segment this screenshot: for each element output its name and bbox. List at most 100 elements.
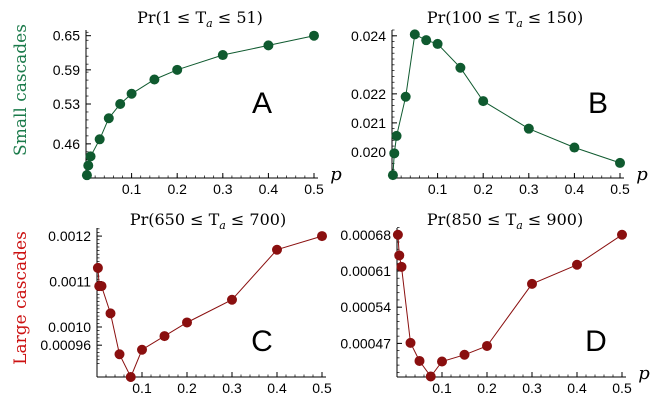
- x-tick-label: 0.5: [612, 380, 632, 396]
- title-main: Pr(1 ≤ T: [137, 8, 206, 27]
- data-point: [103, 113, 114, 124]
- x-tick-label: 0.3: [522, 380, 542, 396]
- data-point: [387, 170, 398, 181]
- data-point: [217, 50, 228, 61]
- data-point: [137, 344, 147, 355]
- y-tick-label: 0.022: [351, 86, 386, 102]
- data-point: [389, 148, 400, 159]
- title-main: Pr(850 ≤ T: [427, 210, 517, 229]
- x-tick-label: 0.1: [432, 380, 452, 396]
- data-point: [425, 371, 436, 382]
- x-tick-label: 0.5: [312, 380, 332, 396]
- data-point: [432, 38, 443, 49]
- data-point: [409, 29, 420, 40]
- panel-letter: C: [251, 325, 273, 358]
- data-point: [391, 130, 402, 141]
- panel-letter: B: [588, 87, 608, 120]
- y-tick-label: 0.53: [53, 96, 80, 112]
- panel-b: Pr(100 ≤ Ta ≤ 150) 0.020 0.021 0.022 0.024 0.…: [351, 8, 648, 197]
- x-tick-label: 0.4: [567, 380, 587, 396]
- data-point: [317, 231, 327, 242]
- data-point: [615, 157, 625, 168]
- data-point: [617, 229, 627, 240]
- x-tick-label: 0.3: [519, 181, 539, 197]
- x-tick-label: 0.1: [132, 380, 152, 396]
- data-point: [83, 160, 94, 171]
- chart-title: Pr(100 ≤ Ta ≤ 150): [427, 8, 583, 30]
- data-point: [81, 170, 92, 181]
- chart-title: Pr(650 ≤ Ta ≤ 700): [130, 210, 286, 232]
- x-axis-label: p: [636, 164, 648, 185]
- data-point: [414, 355, 425, 366]
- y-tick-label: 0.00096: [40, 337, 91, 353]
- data-point: [459, 349, 470, 360]
- y-tick-label: 0.59: [53, 62, 80, 78]
- series-line: [97, 235, 323, 379]
- data-point: [421, 35, 432, 46]
- data-point: [85, 151, 96, 162]
- data-point: [572, 259, 582, 270]
- y-tick-label: 0.65: [53, 28, 80, 44]
- series-line: [392, 33, 621, 176]
- data-point: [96, 281, 107, 292]
- x-tick-label: 0.2: [167, 181, 187, 197]
- title-subscript: a: [206, 17, 213, 30]
- title-rest: ≤ 700): [226, 210, 286, 229]
- y-tick-label: 0.46: [53, 136, 80, 152]
- y-tick-label: 0.0010: [48, 319, 91, 335]
- data-point: [400, 91, 411, 102]
- data-point: [159, 331, 170, 342]
- row-label-large-cascades: Large cascades: [11, 231, 31, 365]
- x-tick-label: 0.3: [213, 181, 233, 197]
- title-rest: ≤ 150): [523, 8, 583, 27]
- data-point: [149, 74, 160, 85]
- data-point: [272, 244, 282, 255]
- x-axis-label: p: [638, 363, 650, 384]
- panel-a: Pr(1 ≤ Ta ≤ 51) 0.46 0.53 0.59 0.65 0.1 0.2 0.3…: [53, 8, 342, 197]
- x-tick-label: 0.4: [565, 181, 585, 197]
- y-tick-label: 0.00047: [340, 335, 391, 351]
- y-tick-label: 0.00068: [340, 227, 391, 243]
- data-point: [94, 134, 105, 145]
- data-point: [394, 250, 405, 261]
- y-tick-label: 0.00054: [340, 299, 391, 315]
- data-point: [114, 349, 125, 360]
- data-point: [527, 278, 537, 289]
- x-tick-label: 0.5: [304, 181, 324, 197]
- data-point: [455, 62, 466, 73]
- y-tick-label: 0.021: [351, 115, 386, 131]
- title-rest: ≤ 51): [213, 8, 263, 27]
- x-axis-label: p: [330, 164, 342, 185]
- title-rest: ≤ 900): [523, 210, 583, 229]
- x-tick-label: 0.4: [259, 181, 279, 197]
- y-tick-label: 0.020: [351, 144, 386, 160]
- data-point: [126, 88, 137, 99]
- x-tick-label: 0.2: [177, 380, 197, 396]
- data-point: [125, 372, 136, 382]
- data-point: [569, 142, 580, 153]
- chart-title: Pr(850 ≤ Ta ≤ 900): [427, 210, 583, 232]
- data-point: [115, 99, 126, 109]
- data-point: [478, 96, 489, 107]
- data-point: [405, 337, 416, 348]
- data-point: [396, 261, 407, 272]
- panel-c: Pr(650 ≤ Ta ≤ 700) 0.00096 0.0010 0.0011 0.0…: [40, 210, 332, 396]
- data-point: [263, 40, 274, 51]
- y-tick-label: 0.0012: [48, 228, 91, 244]
- x-tick-label: 0.3: [222, 380, 242, 396]
- chart-title: Pr(1 ≤ Ta ≤ 51): [137, 8, 263, 30]
- y-tick-label: 0.024: [351, 28, 386, 44]
- row-label-small-cascades: Small cascades: [11, 24, 31, 156]
- title-main: Pr(100 ≤ T: [427, 8, 517, 27]
- panel-d: Pr(850 ≤ Ta ≤ 900) 0.00047 0.00054 0.00061 0…: [340, 210, 650, 396]
- x-tick-label: 0.1: [122, 181, 142, 197]
- data-point: [105, 308, 116, 319]
- panel-letter: D: [585, 325, 607, 358]
- x-tick-label: 0.4: [267, 380, 287, 396]
- title-subscript: a: [516, 219, 523, 232]
- y-tick-label: 0.0011: [49, 274, 91, 290]
- title-subscript: a: [516, 17, 523, 30]
- x-tick-label: 0.2: [473, 181, 493, 197]
- title-main: Pr(650 ≤ T: [130, 210, 220, 229]
